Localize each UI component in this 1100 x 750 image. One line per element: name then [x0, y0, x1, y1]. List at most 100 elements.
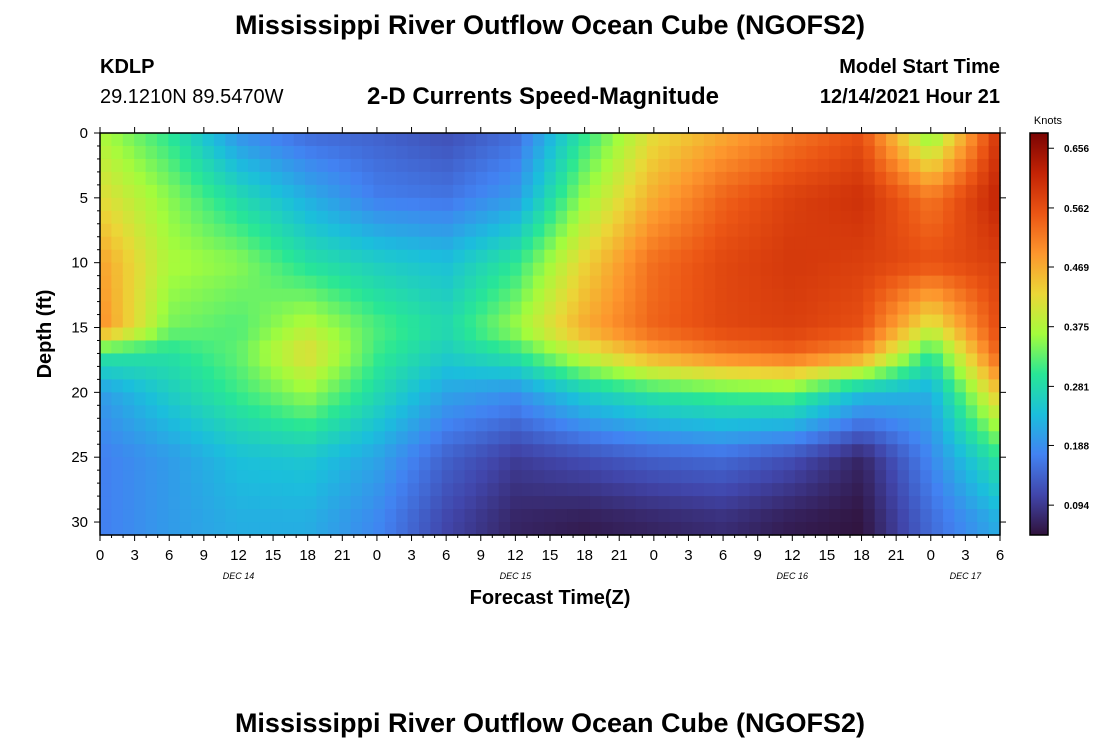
- heatmap-cell: [669, 340, 682, 355]
- heatmap-cell: [191, 249, 204, 264]
- heatmap-cell: [726, 301, 739, 316]
- heatmap-cell: [760, 197, 773, 212]
- heatmap-cell: [954, 236, 967, 251]
- heatmap-cell: [225, 314, 238, 329]
- heatmap-cell: [213, 522, 226, 536]
- heatmap-cell: [737, 262, 750, 277]
- heatmap-cell: [703, 379, 716, 393]
- heatmap-cell: [384, 366, 397, 380]
- heatmap-cell: [772, 133, 785, 147]
- heatmap-cell: [122, 145, 135, 160]
- heatmap-cell: [441, 249, 454, 264]
- heatmap-cell: [202, 236, 215, 251]
- heatmap-cell: [874, 483, 887, 497]
- heatmap-cell: [965, 249, 978, 264]
- x-axis-title: Forecast Time(Z): [470, 587, 631, 609]
- heatmap-cell: [692, 262, 705, 277]
- heatmap-cell: [168, 522, 181, 536]
- heatmap-cell: [555, 171, 568, 186]
- heatmap-cell: [179, 184, 192, 199]
- heatmap-cell: [908, 405, 921, 419]
- heatmap-cell: [943, 405, 956, 419]
- heatmap-cell: [316, 392, 329, 406]
- heatmap-cell: [646, 171, 659, 186]
- heatmap-cell: [681, 340, 693, 355]
- heatmap-cell: [749, 405, 762, 419]
- heatmap-cell: [589, 197, 602, 212]
- heatmap-cell: [931, 470, 944, 484]
- heatmap-cell: [851, 392, 864, 406]
- heatmap-cell: [635, 509, 648, 523]
- heatmap-cell: [726, 353, 739, 368]
- heatmap-cell: [305, 457, 318, 471]
- heatmap-cell: [498, 262, 511, 277]
- heatmap-cell: [225, 288, 238, 303]
- heatmap-cell: [510, 197, 523, 212]
- heatmap-cell: [806, 236, 819, 251]
- heatmap-cell: [430, 457, 443, 471]
- heatmap-cell: [430, 522, 443, 536]
- heatmap-cell: [977, 379, 990, 393]
- heatmap-cell: [783, 366, 796, 380]
- heatmap-cell: [920, 483, 933, 497]
- heatmap-cell: [954, 171, 967, 186]
- heatmap-cell: [851, 133, 864, 147]
- heatmap-cell: [715, 145, 728, 160]
- heatmap-cell: [248, 314, 261, 329]
- heatmap-cell: [908, 431, 921, 445]
- heatmap-cell: [202, 418, 215, 432]
- heatmap-cell: [453, 340, 466, 355]
- heatmap-cell: [772, 509, 785, 523]
- heatmap-cell: [772, 249, 785, 264]
- heatmap-cell: [134, 418, 147, 432]
- heatmap-cell: [658, 171, 671, 186]
- heatmap-cell: [658, 392, 671, 406]
- heatmap-cell: [362, 522, 375, 536]
- heatmap-cell: [658, 379, 671, 393]
- heatmap-cell: [134, 171, 147, 186]
- heatmap-cell: [100, 288, 112, 303]
- heatmap-cell: [498, 392, 511, 406]
- heatmap-cell: [487, 197, 500, 212]
- heatmap-cell: [703, 314, 716, 329]
- heatmap-cell: [282, 158, 295, 173]
- heatmap-cell: [829, 184, 842, 199]
- heatmap-cell: [236, 133, 249, 147]
- heatmap-cell: [737, 314, 750, 329]
- heatmap-cell: [988, 353, 1001, 368]
- heatmap-cell: [327, 379, 340, 393]
- heatmap-cell: [179, 145, 192, 160]
- heatmap-cell: [886, 522, 899, 536]
- heatmap-cell: [475, 236, 488, 251]
- heatmap-cell: [362, 392, 375, 406]
- heatmap-cell: [544, 509, 557, 523]
- heatmap-cell: [213, 483, 226, 497]
- heatmap-cell: [134, 301, 147, 316]
- heatmap-cell: [749, 145, 762, 160]
- heatmap-cell: [145, 288, 158, 303]
- heatmap-cell: [874, 197, 887, 212]
- heatmap-cell: [487, 133, 500, 147]
- heatmap-cell: [521, 223, 534, 238]
- heatmap-cell: [886, 340, 899, 355]
- heatmap-cell: [851, 184, 864, 199]
- heatmap-cell: [749, 483, 762, 497]
- heatmap-cell: [840, 275, 853, 290]
- heatmap-cell: [259, 171, 272, 186]
- day-label: DEC 15: [500, 571, 533, 581]
- heatmap-cell: [863, 288, 876, 303]
- heatmap-cell: [567, 210, 580, 225]
- heatmap-cell: [498, 223, 511, 238]
- heatmap-cell: [943, 301, 956, 316]
- heatmap-cell: [669, 444, 682, 458]
- heatmap-cell: [213, 275, 226, 290]
- heatmap-cell: [270, 145, 283, 160]
- heatmap-cell: [373, 184, 386, 199]
- heatmap-cell: [156, 496, 169, 510]
- heatmap-cell: [270, 236, 283, 251]
- heatmap-cell: [840, 483, 853, 497]
- heatmap-cell: [122, 275, 135, 290]
- heatmap-cell: [954, 353, 967, 368]
- heatmap-cell: [624, 444, 637, 458]
- heatmap-cell: [817, 184, 830, 199]
